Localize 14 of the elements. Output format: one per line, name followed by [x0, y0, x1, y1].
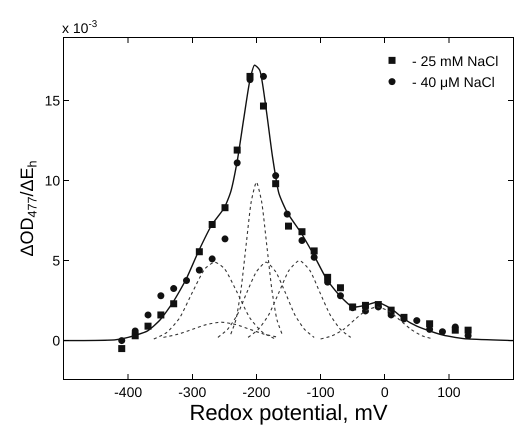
- x-tick-label: -400: [114, 384, 142, 400]
- text: x 10$^{-3}$: [62, 19, 98, 36]
- x-tick-label: -100: [306, 384, 335, 400]
- x-tick-label: -300: [178, 384, 207, 400]
- y-tick-label: 10: [44, 172, 60, 188]
- legend-label: - 25 mM NaCl: [412, 52, 498, 69]
- x-tick-label: -200: [242, 384, 271, 400]
- y-tick-label: 0: [52, 332, 60, 348]
- x-tick-label: 100: [437, 384, 461, 400]
- y-tick-label: 15: [44, 92, 60, 108]
- x-axis-title: Redox potential, mV: [189, 400, 388, 425]
- x-tick-label: 0: [380, 384, 389, 400]
- legend-label: - 40 μM NaCl: [412, 74, 495, 90]
- y-tick-label: 5: [52, 252, 60, 268]
